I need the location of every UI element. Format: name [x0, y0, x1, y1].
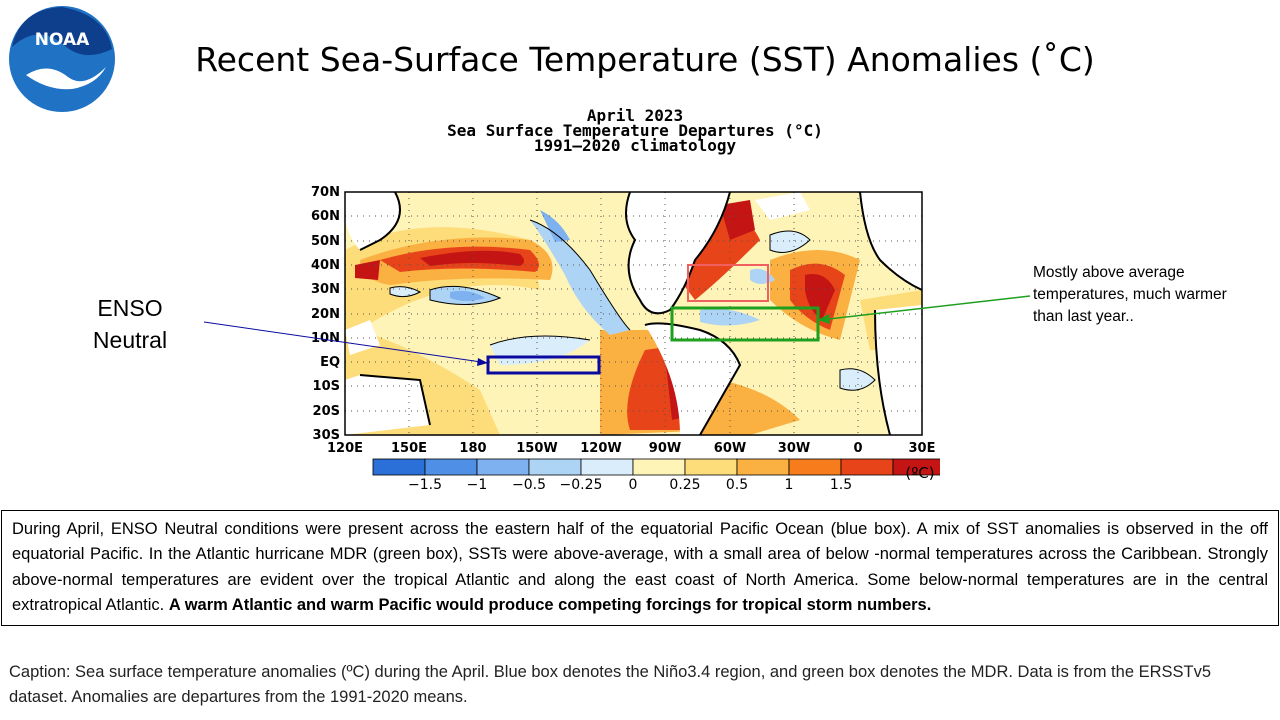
lat-label: 20S — [313, 404, 340, 419]
lat-label: EQ — [320, 355, 340, 370]
colorbar — [372, 458, 940, 476]
lat-label: 40N — [311, 258, 340, 273]
lon-label: 30E — [909, 441, 936, 456]
coastlines — [359, 191, 923, 436]
lat-label: 30S — [313, 428, 340, 443]
lon-label: 30W — [778, 441, 810, 456]
mdr-box — [670, 306, 820, 342]
map-title-line3: 1991–2020 climatology — [533, 136, 737, 155]
colorbar-label: −0.5 — [512, 477, 546, 490]
map-title-line1: April 2023 — [586, 106, 684, 125]
colorbar-label: −0.25 — [560, 477, 603, 490]
lat-label: 30N — [311, 282, 340, 297]
lon-label: 90W — [649, 441, 681, 456]
grid-lines — [345, 192, 922, 435]
lon-label: 180 — [459, 441, 486, 456]
map-frame — [344, 191, 923, 436]
description-box: During April, ENSO Neutral conditions we… — [1, 510, 1279, 626]
colorbar-label: −1 — [467, 477, 488, 490]
lat-label: 20N — [311, 307, 340, 322]
colorbar-label: 0.25 — [669, 477, 700, 490]
lon-labels: 120E 150E 180 150W 120W 90W 60W 30W 0 30… — [327, 441, 936, 456]
logo-text: NOAA — [35, 30, 90, 50]
description-bold: A warm Atlantic and warm Pacific would p… — [168, 596, 932, 615]
lon-label: 120E — [327, 441, 363, 456]
caption: Caption: Sea surface temperature anomali… — [9, 663, 1212, 706]
atlantic-box — [687, 264, 769, 302]
lon-label: 60W — [714, 441, 746, 456]
colorbar-label: 0 — [629, 477, 638, 490]
description-text: During April, ENSO Neutral conditions we… — [12, 520, 1268, 615]
map-title: April 2023 Sea Surface Temperature Depar… — [420, 106, 850, 155]
colorbar-label: 0.5 — [726, 477, 748, 490]
slide-title: Recent Sea-Surface Temperature (SST) Ano… — [195, 40, 1095, 79]
map-title-line2: Sea Surface Temperature Departures (°C) — [447, 121, 823, 140]
colorbar-labels: −1.5 −1 −0.5 −0.25 0 0.25 0.5 1 1.5 — [408, 477, 852, 490]
colorbar-swatch — [892, 458, 940, 476]
lat-label: 60N — [311, 209, 340, 224]
lat-label: 50N — [311, 234, 340, 249]
lon-label: 120W — [580, 441, 621, 456]
noaa-logo: NOAA — [9, 6, 115, 112]
sst-anomaly-map: 70N 60N 50N 40N 30N 20N 10N EQ 10S 20S 3… — [311, 185, 940, 490]
colorbar-label: −1.5 — [408, 477, 442, 490]
lat-labels: 70N 60N 50N 40N 30N 20N 10N EQ 10S 20S 3… — [311, 185, 340, 443]
lon-label: 0 — [853, 441, 862, 456]
colorbar-label: 1 — [785, 477, 794, 490]
colorbar-label: 1.5 — [830, 477, 852, 490]
lon-label: 150E — [391, 441, 427, 456]
lat-label: 10N — [311, 331, 340, 346]
lon-label: 150W — [516, 441, 557, 456]
enso-neutral-label: ENSO Neutral — [92, 295, 168, 353]
zero-contours — [389, 219, 876, 391]
mdr-annotation: Mostly above average temperatures, much … — [1033, 264, 1227, 325]
nino34-box — [486, 355, 601, 375]
lat-label: 70N — [311, 185, 340, 200]
colorbar-unit: (ºC) — [905, 464, 934, 482]
lat-label: 10S — [313, 379, 340, 394]
